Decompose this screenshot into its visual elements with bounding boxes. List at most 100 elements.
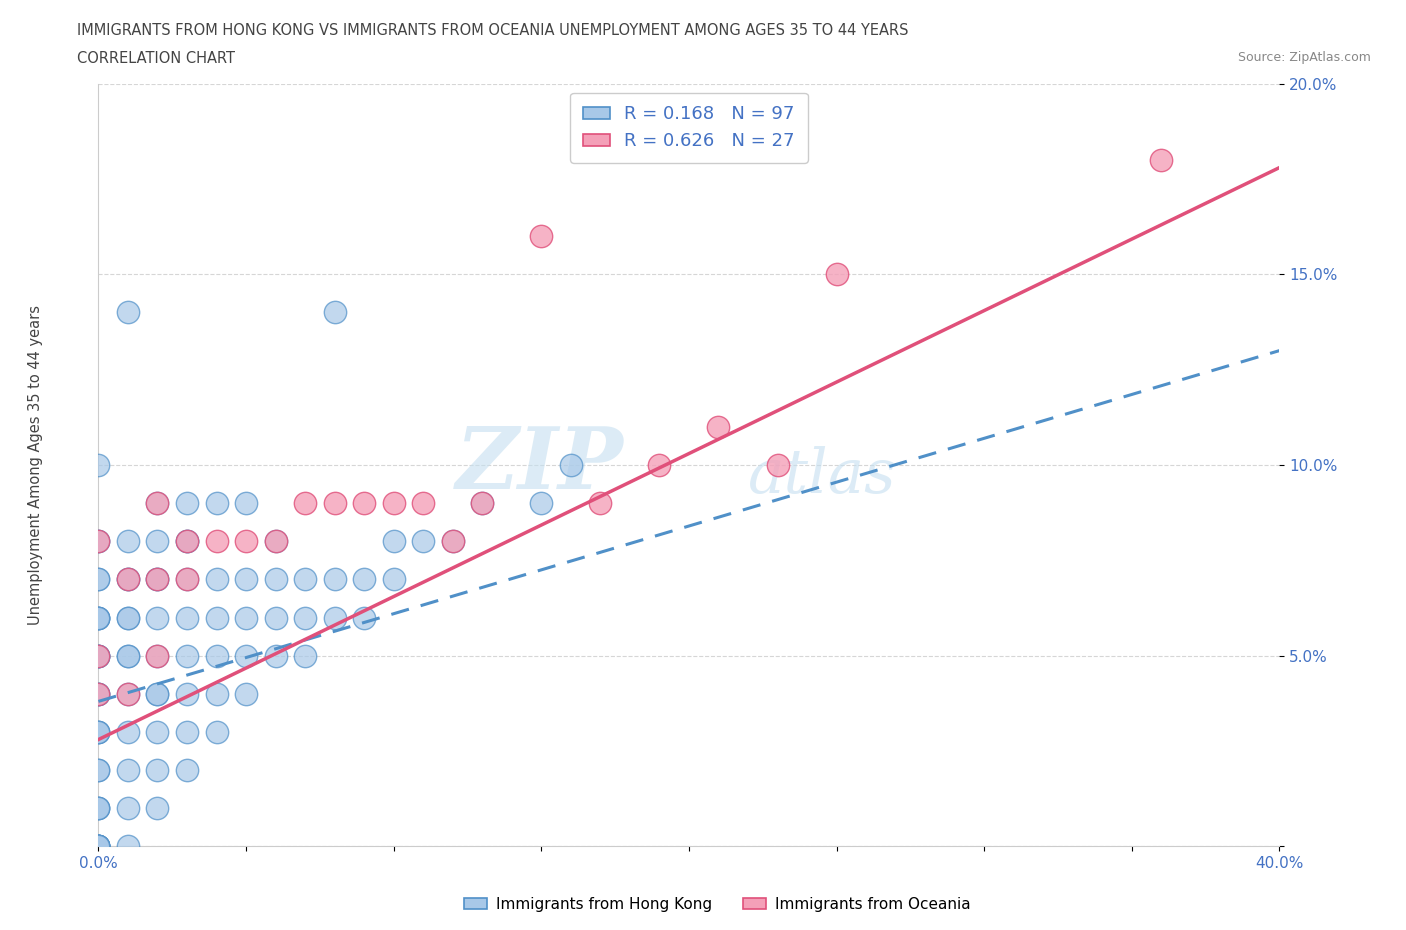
Point: [87, 724, 110, 739]
Point: [294, 496, 316, 511]
Point: [146, 572, 169, 587]
Text: ZIP: ZIP: [456, 423, 624, 507]
Point: [382, 496, 405, 511]
Point: [87, 534, 110, 549]
Point: [87, 648, 110, 663]
Point: [146, 648, 169, 663]
Point: [353, 496, 375, 511]
Point: [382, 534, 405, 549]
Point: [205, 610, 228, 625]
Point: [117, 686, 139, 701]
Point: [87, 724, 110, 739]
Point: [146, 534, 169, 549]
Point: [323, 572, 346, 587]
Point: [87, 839, 110, 854]
Point: [176, 648, 198, 663]
Text: atlas: atlas: [748, 446, 897, 507]
Point: [707, 419, 730, 434]
Point: [87, 839, 110, 854]
Point: [235, 496, 257, 511]
Point: [176, 534, 198, 549]
Point: [176, 610, 198, 625]
Point: [560, 458, 582, 472]
Point: [87, 839, 110, 854]
Point: [117, 801, 139, 816]
Point: [589, 496, 612, 511]
Point: [87, 534, 110, 549]
Point: [176, 534, 198, 549]
Point: [87, 763, 110, 777]
Point: [117, 763, 139, 777]
Point: [87, 572, 110, 587]
Point: [87, 801, 110, 816]
Point: [412, 496, 434, 511]
Point: [648, 458, 671, 472]
Point: [441, 534, 464, 549]
Point: [235, 572, 257, 587]
Legend: Immigrants from Hong Kong, Immigrants from Oceania: Immigrants from Hong Kong, Immigrants fr…: [458, 891, 976, 918]
Point: [412, 534, 434, 549]
Point: [87, 839, 110, 854]
Point: [264, 648, 287, 663]
Point: [146, 572, 169, 587]
Point: [825, 267, 848, 282]
Point: [205, 686, 228, 701]
Point: [87, 648, 110, 663]
Point: [353, 572, 375, 587]
Point: [87, 686, 110, 701]
Point: [1150, 153, 1173, 167]
Point: [87, 686, 110, 701]
Point: [87, 572, 110, 587]
Point: [87, 648, 110, 663]
Point: [294, 610, 316, 625]
Point: [323, 305, 346, 320]
Point: [146, 763, 169, 777]
Point: [471, 496, 494, 511]
Point: [205, 496, 228, 511]
Point: [382, 572, 405, 587]
Point: [87, 648, 110, 663]
Point: [117, 610, 139, 625]
Point: [87, 534, 110, 549]
Point: [323, 496, 346, 511]
Point: [117, 305, 139, 320]
Point: [471, 496, 494, 511]
Point: [87, 839, 110, 854]
Point: [87, 724, 110, 739]
Point: [176, 496, 198, 511]
Point: [264, 534, 287, 549]
Point: [264, 572, 287, 587]
Point: [117, 686, 139, 701]
Point: [146, 801, 169, 816]
Point: [117, 572, 139, 587]
Point: [530, 496, 553, 511]
Point: [87, 610, 110, 625]
Point: [87, 610, 110, 625]
Legend: R = 0.168   N = 97, R = 0.626   N = 27: R = 0.168 N = 97, R = 0.626 N = 27: [571, 93, 807, 163]
Text: CORRELATION CHART: CORRELATION CHART: [77, 51, 235, 66]
Point: [87, 610, 110, 625]
Text: Source: ZipAtlas.com: Source: ZipAtlas.com: [1237, 51, 1371, 64]
Point: [235, 648, 257, 663]
Point: [264, 610, 287, 625]
Point: [146, 686, 169, 701]
Point: [117, 572, 139, 587]
Point: [353, 610, 375, 625]
Point: [87, 839, 110, 854]
Point: [87, 648, 110, 663]
Point: [205, 572, 228, 587]
Point: [235, 686, 257, 701]
Point: [264, 534, 287, 549]
Point: [205, 534, 228, 549]
Point: [146, 496, 169, 511]
Point: [205, 724, 228, 739]
Point: [530, 229, 553, 244]
Point: [176, 724, 198, 739]
Point: [294, 648, 316, 663]
Point: [87, 839, 110, 854]
Point: [235, 534, 257, 549]
Point: [87, 801, 110, 816]
Point: [87, 801, 110, 816]
Point: [87, 763, 110, 777]
Point: [146, 724, 169, 739]
